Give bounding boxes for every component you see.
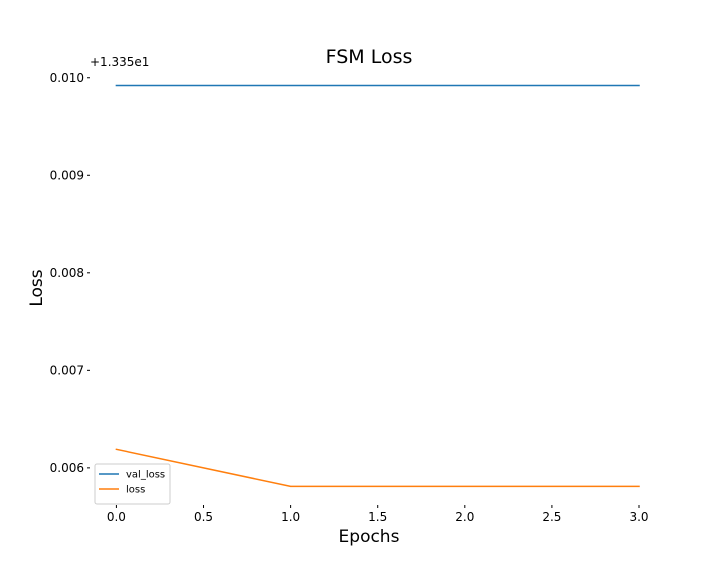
series-line-loss <box>115 448 640 488</box>
x-tick-label: 1.5 <box>368 510 387 524</box>
y-tick-label: 0.008 <box>50 266 84 280</box>
legend-label: loss <box>126 485 145 496</box>
y-tick-label: 0.006 <box>50 461 84 475</box>
x-tick-label: 2.5 <box>542 510 561 524</box>
x-tick-label: 0.0 <box>107 510 126 524</box>
series-lines <box>115 84 640 488</box>
y-offset-label: +1.335e1 <box>90 55 149 69</box>
y-axis-title: Loss <box>27 269 47 306</box>
y-tick-label: 0.009 <box>50 168 84 182</box>
x-tick-label: 2.0 <box>455 510 474 524</box>
legend-label: val_loss <box>126 470 165 481</box>
x-axis-title: Epochs <box>339 527 400 547</box>
x-tick-label: 1.0 <box>281 510 300 524</box>
x-tick-label: 3.0 <box>629 510 648 524</box>
y-axis-ticks: 0.006 0.007 0.008 0.009 0.010 <box>50 71 90 475</box>
x-tick-label: 0.5 <box>194 510 213 524</box>
y-tick-label: 0.010 <box>50 71 84 85</box>
x-axis-ticks: 0.0 0.5 1.0 1.5 2.0 2.5 3.0 <box>107 505 649 524</box>
chart-title: FSM Loss <box>326 46 413 68</box>
y-tick-label: 0.007 <box>50 363 84 377</box>
